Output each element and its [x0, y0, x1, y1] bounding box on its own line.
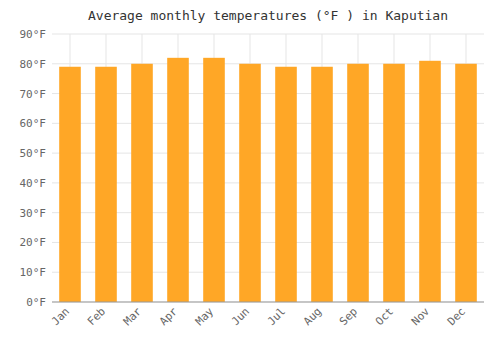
bar: [95, 67, 117, 302]
bar: [167, 58, 189, 302]
y-tick-label: 70°F: [20, 88, 47, 101]
x-tick-label: Aug: [301, 305, 324, 328]
y-grid-line: [52, 302, 484, 303]
x-tick-label: Oct: [373, 305, 396, 328]
x-tick-label: Sep: [337, 305, 360, 328]
bar: [131, 64, 153, 302]
bar: [311, 67, 333, 302]
bar: [383, 64, 405, 302]
chart-title: Average monthly temperatures (°F ) in Ka…: [88, 8, 448, 23]
grid: [52, 34, 484, 302]
x-tick-label: Mar: [121, 305, 145, 329]
x-axis-line: [52, 302, 484, 303]
y-tick-label: 80°F: [20, 58, 47, 71]
bar: [203, 58, 225, 302]
y-tick-label: 50°F: [20, 147, 47, 160]
y-tick-label: 30°F: [20, 207, 47, 220]
bar: [419, 61, 441, 302]
y-tick-label: 90°F: [20, 28, 47, 41]
bar: [455, 64, 477, 302]
x-tick-label: Jun: [229, 305, 252, 328]
x-tick-label: May: [193, 305, 217, 329]
bar: [59, 67, 81, 302]
bar: [347, 64, 369, 302]
y-tick-label: 40°F: [20, 177, 47, 190]
chart-container: Average monthly temperatures (°F ) in Ka…: [0, 0, 500, 350]
x-tick-label: Apr: [157, 305, 181, 329]
x-tick-label: Jan: [49, 305, 72, 328]
y-tick-label: 0°F: [26, 296, 46, 309]
bar: [275, 67, 297, 302]
bar: [239, 64, 261, 302]
bars: [59, 58, 477, 302]
x-tick-label: Jul: [265, 305, 288, 328]
y-tick-label: 20°F: [20, 236, 47, 249]
axes: 0°F 10°F 20°F 30°F 40°F 50°F 60°F 70°F 80°F 90°F J…: [20, 28, 469, 328]
y-grid-line: [52, 34, 484, 35]
y-tick-label: 60°F: [20, 117, 47, 130]
y-tick-label: 10°F: [20, 266, 47, 279]
chart-svg: Average monthly temperatures (°F ) in Ka…: [0, 0, 500, 350]
x-tick-label: Nov: [409, 305, 433, 329]
x-tick-label: Feb: [85, 305, 108, 328]
x-tick-label: Dec: [445, 305, 468, 328]
